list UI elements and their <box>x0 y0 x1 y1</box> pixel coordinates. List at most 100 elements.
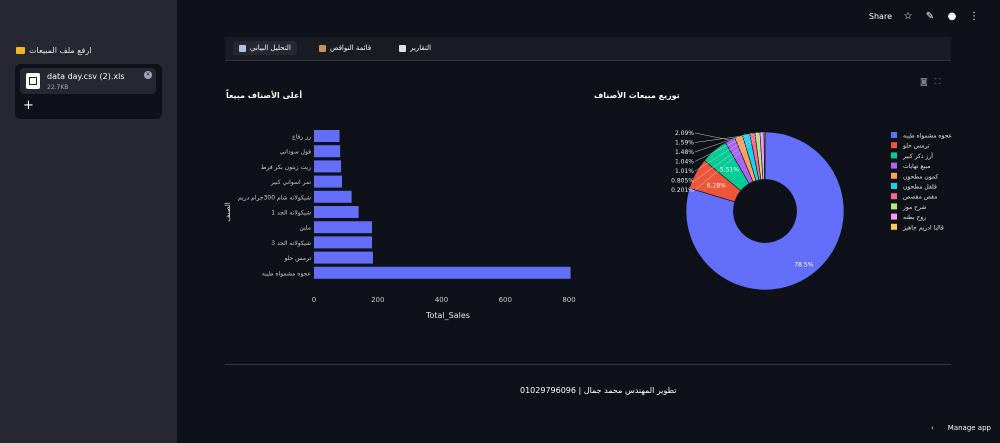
tab-label: قائمة النواقص <box>330 44 372 52</box>
share-button[interactable]: Share <box>868 11 892 21</box>
tab-bar: التحليل البياني قائمة النواقص التقارير <box>225 37 951 61</box>
bar <box>314 251 373 264</box>
legend-label: شرح موز <box>902 204 926 211</box>
star-icon[interactable]: ☆ <box>903 10 913 22</box>
legend-label: كمون مطحون <box>903 173 938 180</box>
slice-leader-line <box>694 131 765 191</box>
bar <box>314 190 352 203</box>
x-tick-label: 0 <box>312 296 316 304</box>
bar <box>314 145 341 158</box>
tab-analysis[interactable]: التحليل البياني <box>233 41 297 55</box>
y-tick-label: ملبن <box>299 225 311 232</box>
y-axis-title: الصنف <box>224 202 232 222</box>
upload-title: ارفع ملف المبيعات <box>16 46 91 55</box>
bar <box>314 221 373 234</box>
file-name: data day.csv (2).xls <box>47 72 125 81</box>
legend-label: أرز دكر كبير <box>902 152 933 160</box>
legend-label: عجوه مشمواه طيبه <box>903 133 952 140</box>
legend-swatch <box>891 203 897 210</box>
slice-label: 1.48% <box>675 149 694 156</box>
spreadsheet-icon <box>26 73 40 89</box>
legend-swatch <box>891 223 897 230</box>
slice-label: 6.28% <box>707 183 726 190</box>
y-tick-label: تمر اسواني كبير <box>270 179 312 186</box>
pie-chart-title: توزيع مبيعات الأصناف <box>594 91 680 100</box>
file-size: 22.7KB <box>47 84 69 91</box>
uploaded-file: data day.csv (2).xls 22.7KB ✕ <box>20 68 156 94</box>
y-tick-label: شيكولاته الجد 1 <box>271 210 311 217</box>
camera-icon[interactable]: ◙ <box>920 77 928 86</box>
y-tick-label: فول سوداني <box>280 149 312 156</box>
add-file-icon[interactable]: + <box>23 98 34 113</box>
bar <box>314 175 343 188</box>
slice-leader-line <box>694 132 753 162</box>
legend-swatch <box>891 213 897 220</box>
file-icon <box>399 44 406 52</box>
legend-label: ترمس حلو <box>902 143 930 150</box>
bar <box>314 206 359 218</box>
y-tick-label: عجوه مشمواه طيبه <box>262 270 311 277</box>
legend-swatch <box>891 172 897 179</box>
bar <box>314 236 373 249</box>
footer-credit: تطوير المهندس محمد جمال | 01029796096 <box>520 386 677 395</box>
fullscreen-icon[interactable]: ⛶ <box>934 77 941 86</box>
footer-divider <box>225 364 951 365</box>
more-icon[interactable]: ⋮ <box>969 10 979 22</box>
manage-app-button[interactable]: Manage app <box>947 424 991 432</box>
slice-label: 0.805% <box>671 178 694 185</box>
y-tick-label: ترمس حلو <box>283 255 311 262</box>
tab-shortages[interactable]: قائمة النواقص <box>313 41 377 55</box>
slice-label: 0.201% <box>671 187 694 194</box>
file-uploader[interactable]: data day.csv (2).xls 22.7KB ✕ + <box>15 64 162 119</box>
slice-leader-line <box>694 132 758 172</box>
chart-modebar: ◙ ⛶ <box>920 77 940 87</box>
manage-app-bar: ‹ Manage app <box>931 424 991 432</box>
legend-label: مبيع نهايات <box>903 163 930 170</box>
box-icon <box>319 44 326 52</box>
bar-chart: 0 200 400 600 800 عجوه مشمواه طيبه ترمس حلو شيك… <box>224 130 576 320</box>
github-icon[interactable]: ● <box>947 10 957 22</box>
remove-file-icon[interactable]: ✕ <box>144 71 152 79</box>
y-tick-label: شيكولاته الجد 3 <box>271 240 311 247</box>
tab-reports[interactable]: التقارير <box>393 41 437 55</box>
top-toolbar: Share ☆ ✎ ● ⋮ <box>869 10 980 22</box>
legend-label: روح بطنه <box>903 214 926 221</box>
slice-label: 78.5% <box>794 261 813 268</box>
legend-swatch <box>891 162 897 169</box>
x-tick-label: 600 <box>499 296 512 304</box>
bar <box>314 160 342 173</box>
bar <box>314 130 340 142</box>
slice-leader-line <box>694 136 739 143</box>
tab-label: التحليل البياني <box>250 44 291 52</box>
legend-swatch <box>891 132 897 138</box>
x-tick-label: 400 <box>435 296 448 304</box>
legend-label: فلفل مطحون <box>903 184 937 191</box>
legend-swatch <box>891 142 897 149</box>
y-tick-label: شيكولاته شام 300جرام دريم <box>238 194 311 201</box>
legend-swatch <box>891 183 897 189</box>
y-tick-label: رز رفاع <box>292 134 311 141</box>
sidebar: ارفع ملف المبيعات data day.csv (2).xls 2… <box>0 0 177 443</box>
slice-leader-line <box>694 132 731 141</box>
legend-swatch <box>891 193 897 200</box>
slice-label: 1.01% <box>675 168 694 175</box>
slice-label: 2.09% <box>675 130 694 137</box>
upload-title-text: ارفع ملف المبيعات <box>29 46 92 55</box>
x-axis-title: Total_Sales <box>425 311 470 320</box>
folder-icon <box>16 47 25 54</box>
legend-label: مقص مقصص <box>903 194 937 201</box>
edit-icon[interactable]: ✎ <box>925 10 935 22</box>
slice-leader-line <box>694 131 763 181</box>
slice-label: 1.59% <box>675 140 694 147</box>
bar <box>314 266 571 279</box>
x-tick-label: 800 <box>562 296 575 304</box>
legend-swatch <box>891 152 897 159</box>
slice-label: 1.04% <box>675 159 694 166</box>
bar-chart-title: أعلى الأصناف مبيعاً <box>226 91 303 100</box>
legend-label: قالبا ادريم جاهيز <box>902 224 944 231</box>
y-tick-label: زيت زيتون بكر فرط <box>261 164 311 171</box>
chart-icon <box>239 44 246 52</box>
slice-leader-line <box>694 134 747 153</box>
chevron-left-icon[interactable]: ‹ <box>930 424 934 432</box>
pie-chart: 78.5% 6.28% 5.51% 2.09% 1.59% 1.48% 1.04% 1.01%… <box>671 130 952 291</box>
